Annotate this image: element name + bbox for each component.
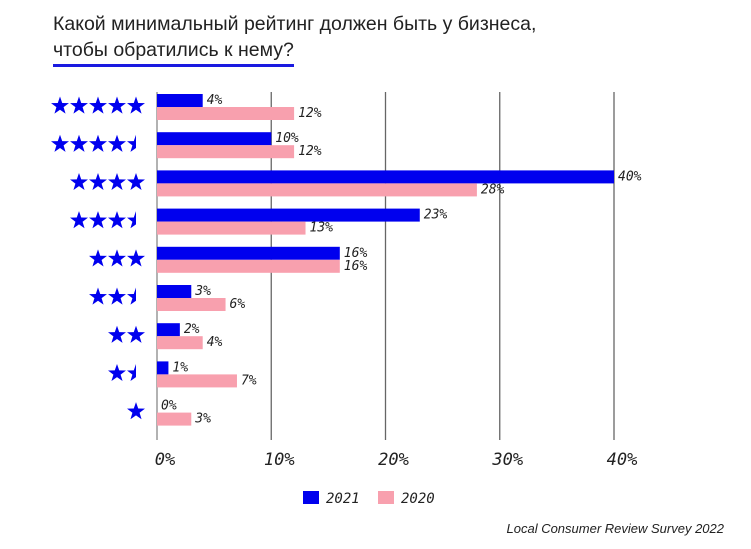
- bar-2020: [157, 374, 237, 388]
- value-label-2021: 0%: [161, 399, 177, 414]
- star-icon: [70, 134, 88, 152]
- chart-title: Какой минимальный рейтинг должен быть у …: [53, 11, 536, 67]
- legend-label-2021: 2021: [326, 491, 360, 507]
- value-label-2021: 16%: [344, 246, 368, 261]
- star-icon: [127, 325, 145, 343]
- bar-2021: [157, 285, 192, 298]
- bar-2020: [157, 412, 192, 426]
- legend-swatch-2021: [303, 491, 319, 504]
- bar-2021: [157, 132, 272, 146]
- bar-2021: [157, 361, 169, 375]
- value-label-2021: 10%: [275, 131, 299, 146]
- star-icon: [127, 402, 145, 420]
- star-icon: [108, 287, 126, 305]
- value-label-2020: 4%: [207, 335, 223, 350]
- half-star-icon: [127, 211, 136, 229]
- star-icon: [89, 211, 107, 229]
- bar-2020: [157, 145, 295, 159]
- star-icon: [89, 287, 107, 305]
- half-star-icon: [127, 363, 136, 382]
- value-label-2021: 3%: [194, 284, 211, 299]
- bar-2020: [157, 221, 306, 235]
- star-icon: [108, 172, 126, 191]
- star-icon: [89, 172, 107, 191]
- star-icon: [70, 96, 88, 114]
- bar-2020: [157, 336, 203, 350]
- star-icon: [108, 96, 126, 114]
- bar-2020: [157, 298, 226, 311]
- value-label-2020: 12%: [298, 144, 322, 159]
- star-icon: [127, 172, 145, 191]
- star-icon: [89, 134, 107, 152]
- star-icon: [70, 211, 88, 229]
- star-icon: [70, 172, 88, 191]
- value-label-2021: 1%: [172, 360, 188, 375]
- half-star-icon: [127, 134, 136, 152]
- value-label-2020: 7%: [241, 373, 257, 388]
- x-tick-label: 30%: [491, 450, 523, 470]
- value-label-2020: 16%: [344, 259, 368, 274]
- bar-2021: [157, 246, 340, 260]
- bar-2020: [157, 107, 295, 120]
- x-tick-label: 40%: [607, 450, 638, 470]
- value-label-2020: 12%: [298, 106, 322, 121]
- legend-swatch-2020: [378, 491, 394, 504]
- legend-label-2020: 2020: [401, 491, 435, 507]
- bar-2021: [157, 170, 614, 184]
- star-icon: [89, 249, 107, 267]
- star-icon: [108, 249, 126, 267]
- value-label-2021: 40%: [618, 169, 642, 184]
- star-icon: [108, 363, 126, 382]
- x-tick-label: 20%: [378, 450, 409, 470]
- value-label-2021: 2%: [184, 322, 200, 337]
- star-icon: [51, 134, 69, 152]
- star-icon: [108, 325, 126, 343]
- bar-2021: [157, 208, 420, 222]
- title-line-2: чтобы обратились к нему?: [53, 37, 294, 67]
- star-icon: [108, 211, 126, 229]
- value-label-2020: 3%: [194, 412, 211, 427]
- bar-2020: [157, 183, 477, 197]
- source-caption: Local Consumer Review Survey 2022: [506, 521, 725, 536]
- star-icon: [127, 249, 145, 267]
- x-tick-label: 0%: [155, 450, 175, 470]
- half-star-icon: [127, 287, 136, 305]
- star-rating-icon: [51, 134, 136, 152]
- x-tick-label: 10%: [264, 450, 295, 470]
- star-rating-icon: [89, 287, 136, 305]
- star-rating-icon: [108, 363, 136, 382]
- star-rating-icon: [51, 96, 145, 114]
- value-label-2021: 4%: [207, 93, 223, 108]
- value-label-2020: 6%: [230, 297, 246, 312]
- star-rating-icon: [108, 325, 145, 343]
- value-label-2020: 13%: [310, 221, 334, 236]
- bar-2020: [157, 259, 340, 273]
- bar-2021: [157, 323, 180, 337]
- star-icon: [51, 96, 69, 114]
- star-icon: [108, 134, 126, 152]
- star-rating-icon: [70, 172, 145, 191]
- bar-2021: [157, 94, 203, 107]
- star-icon: [127, 96, 145, 114]
- star-rating-icon: [70, 211, 136, 229]
- star-icon: [89, 96, 107, 114]
- star-rating-icon: [127, 402, 145, 420]
- value-label-2021: 23%: [424, 208, 448, 223]
- title-line-1: Какой минимальный рейтинг должен быть у …: [53, 13, 537, 35]
- value-label-2020: 28%: [481, 182, 505, 197]
- star-rating-icon: [89, 249, 145, 267]
